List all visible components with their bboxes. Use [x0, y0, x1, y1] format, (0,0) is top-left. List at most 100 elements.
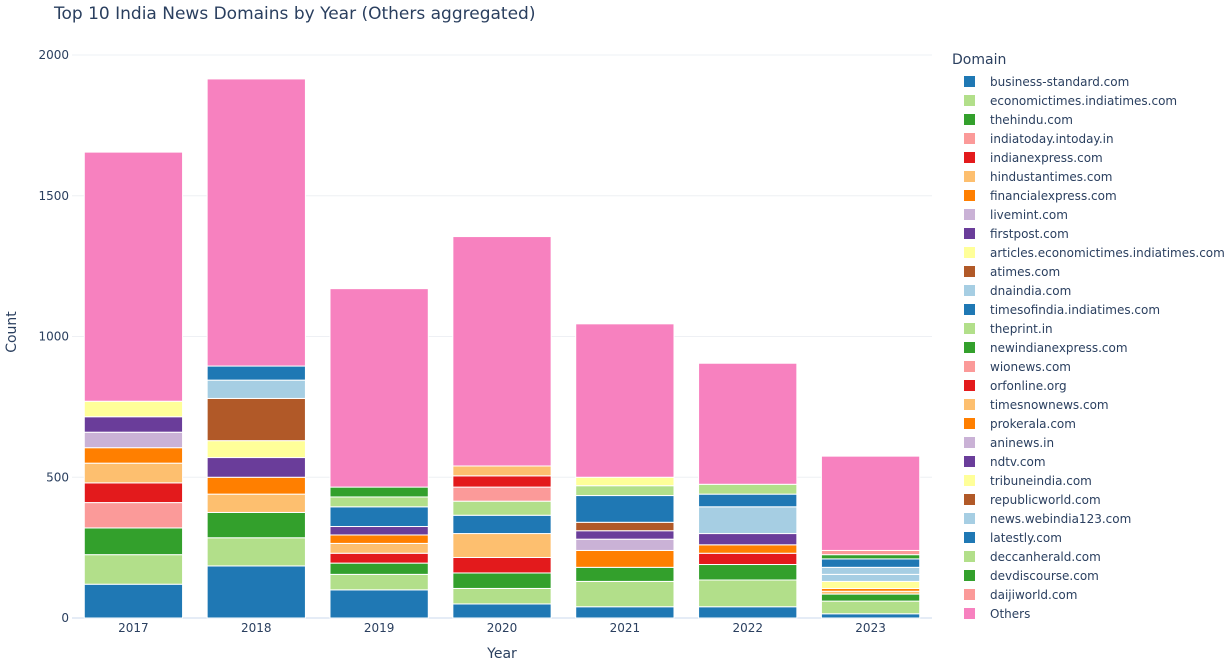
bar-segment-2021-economictimes-indiatimes-com — [575, 580, 675, 608]
legend-swatch — [964, 418, 975, 429]
bar-segment-2018-financialexpress-com — [206, 476, 306, 495]
bar-segment-2022-timesofindia-indiatimes-com — [698, 493, 798, 508]
x-tick-label: 2023 — [855, 621, 886, 635]
bar-segment-2021-others — [575, 323, 675, 478]
legend-item[interactable]: theprint.in — [952, 319, 1225, 338]
legend-item[interactable]: thehindu.com — [952, 110, 1225, 129]
legend-label: Others — [990, 606, 1031, 621]
legend-label: economictimes.indiatimes.com — [990, 93, 1178, 108]
y-tick-label: 1000 — [38, 330, 69, 344]
legend-label: prokerala.com — [990, 416, 1076, 431]
bar-segment-2020-thehindu-com — [452, 572, 552, 589]
legend-item[interactable]: wionews.com — [952, 357, 1225, 376]
bar-segment-2018-articles-economictimes-indiatimes-com — [206, 440, 306, 459]
y-tick-label: 1500 — [38, 189, 69, 203]
x-tick-label: 2020 — [487, 621, 518, 635]
bar-segment-2018-firstpost-com — [206, 457, 306, 478]
legend-label: orfonline.org — [990, 378, 1067, 393]
legend-swatch — [964, 304, 975, 315]
legend-item[interactable]: indiatoday.intoday.in — [952, 129, 1225, 148]
bar-segment-2020-indianexpress-com — [452, 556, 552, 574]
legend-label: atimes.com — [990, 264, 1061, 279]
legend-swatch — [964, 475, 975, 486]
legend-item[interactable]: daijiworld.com — [952, 585, 1225, 604]
legend-swatch — [964, 323, 975, 334]
legend-label: livemint.com — [990, 207, 1068, 222]
chart-title: Top 10 India News Domains by Year (Other… — [54, 4, 536, 24]
y-tick-label: 0 — [61, 611, 69, 625]
legend-swatch — [964, 532, 975, 543]
bar-segment-2023-dnaindia-com — [820, 573, 921, 582]
bar-segment-2018-dnaindia-com — [206, 379, 306, 399]
legend-swatch — [964, 399, 975, 410]
legend-item[interactable]: financialexpress.com — [952, 186, 1225, 205]
bar-segment-2022-business-standard-com — [698, 606, 798, 619]
legend-item[interactable]: latestly.com — [952, 528, 1225, 547]
bar-segment-2021-firstpost-com — [575, 530, 675, 540]
legend-item[interactable]: atimes.com — [952, 262, 1225, 281]
legend-label: articles.economictimes.indiatimes.com — [990, 245, 1225, 260]
legend-item[interactable]: ndtv.com — [952, 452, 1225, 471]
legend-swatch — [964, 361, 975, 372]
bar-segment-2019-thehindu-com — [329, 562, 429, 575]
bar-segment-2020-economictimes-indiatimes-com — [452, 587, 552, 605]
bar-segment-2017-indianexpress-com — [83, 482, 184, 504]
legend-swatch — [964, 513, 975, 524]
bar-segment-2022-theprint-in — [698, 483, 798, 495]
legend-label: indiatoday.intoday.in — [990, 131, 1114, 146]
legend-item[interactable]: timesofindia.indiatimes.com — [952, 300, 1225, 319]
bar-segment-2023-daijiworld-com — [820, 549, 921, 556]
legend-label: deccanherald.com — [990, 549, 1101, 564]
legend-item[interactable]: orfonline.org — [952, 376, 1225, 395]
legend-label: newindianexpress.com — [990, 340, 1128, 355]
bar-segment-2020-timesofindia-indiatimes-com — [452, 514, 552, 535]
legend-item[interactable]: indianexpress.com — [952, 148, 1225, 167]
x-tick-label: 2017 — [118, 621, 149, 635]
legend-label: aninews.in — [990, 435, 1055, 450]
legend-item[interactable]: deccanherald.com — [952, 547, 1225, 566]
bar-segment-2021-thehindu-com — [575, 566, 675, 582]
bar-segment-2017-firstpost-com — [83, 416, 184, 433]
legend-swatch — [964, 456, 975, 467]
bar-segment-2019-financialexpress-com — [329, 534, 429, 544]
legend-label: devdiscourse.com — [990, 568, 1099, 583]
legend-item[interactable]: aninews.in — [952, 433, 1225, 452]
legend-item[interactable]: prokerala.com — [952, 414, 1225, 433]
legend-swatch — [964, 190, 975, 201]
legend-swatch — [964, 95, 975, 106]
bar-segment-2022-thehindu-com — [698, 564, 798, 581]
bar-segment-2021-tribuneindia-com — [575, 476, 675, 487]
legend-label: firstpost.com — [990, 226, 1069, 241]
bar-segment-2021-livemint-com — [575, 538, 675, 551]
legend-item[interactable]: economictimes.indiatimes.com — [952, 91, 1225, 110]
legend-item[interactable]: dnaindia.com — [952, 281, 1225, 300]
legend-item[interactable]: firstpost.com — [952, 224, 1225, 243]
bar-segment-2018-business-standard-com — [206, 565, 306, 619]
legend-swatch — [964, 437, 975, 448]
legend-swatch — [964, 209, 975, 220]
legend-label: ndtv.com — [990, 454, 1046, 469]
legend-item[interactable]: livemint.com — [952, 205, 1225, 224]
legend-item[interactable]: timesnownews.com — [952, 395, 1225, 414]
legend: Domain business-standard.com economictime… — [952, 52, 1225, 623]
bar-segment-2022-others — [698, 362, 798, 485]
legend-item[interactable]: hindustantimes.com — [952, 167, 1225, 186]
legend-item[interactable]: business-standard.com — [952, 72, 1225, 91]
legend-item[interactable]: news.webindia123.com — [952, 509, 1225, 528]
legend-item[interactable]: Others — [952, 604, 1225, 623]
bar-segment-2021-atimes-com — [575, 521, 675, 532]
legend-item[interactable]: tribuneindia.com — [952, 471, 1225, 490]
legend-item[interactable]: republicworld.com — [952, 490, 1225, 509]
x-tick-label: 2018 — [241, 621, 272, 635]
bar-segment-2020-theprint-in — [452, 500, 552, 516]
legend-item[interactable]: newindianexpress.com — [952, 338, 1225, 357]
legend-item[interactable]: articles.economictimes.indiatimes.com — [952, 243, 1225, 262]
legend-swatch — [964, 133, 975, 144]
legend-swatch — [964, 171, 975, 182]
bar-segment-2017-economictimes-indiatimes-com — [83, 554, 184, 585]
legend-item[interactable]: devdiscourse.com — [952, 566, 1225, 585]
bar-segment-2017-articles-economictimes-indiatimes-com — [83, 400, 184, 418]
y-axis-title: Count — [4, 311, 20, 353]
legend-label: hindustantimes.com — [990, 169, 1113, 184]
